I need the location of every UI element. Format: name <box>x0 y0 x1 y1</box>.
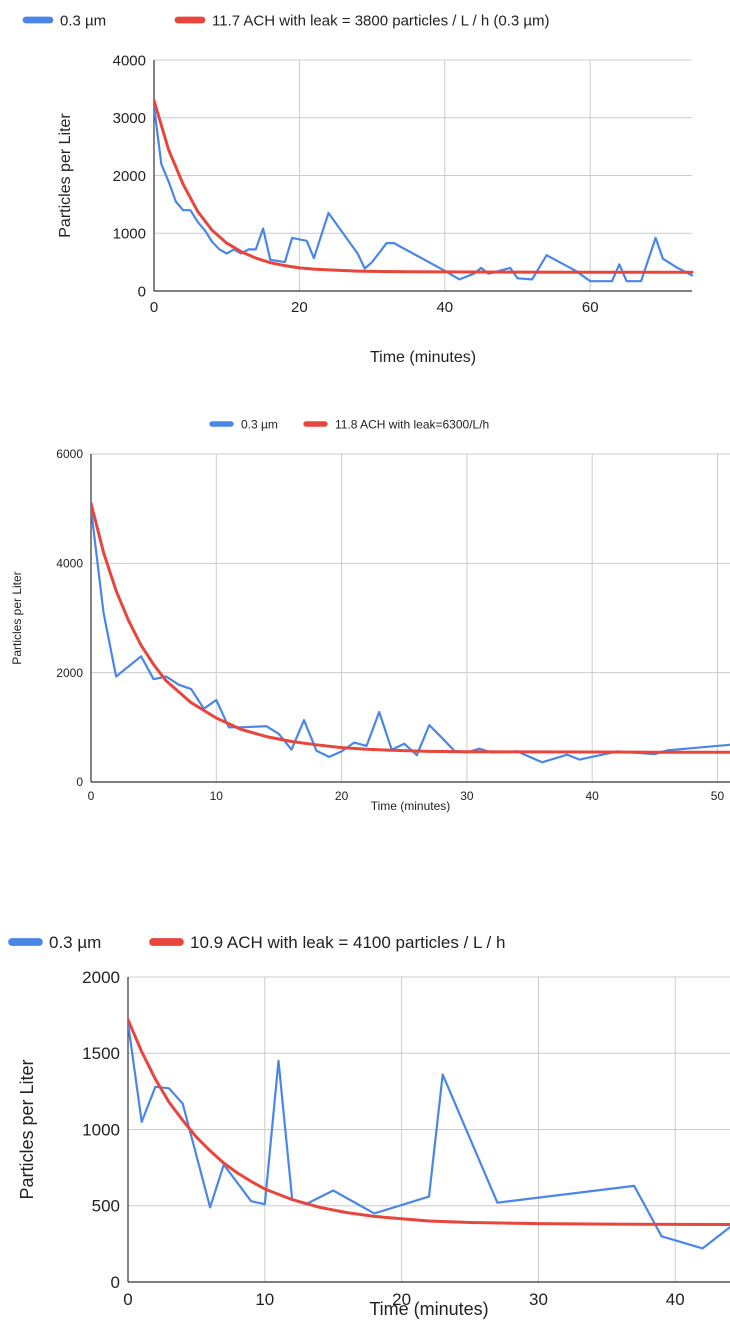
legend-label: 0.3 µm <box>60 12 106 29</box>
y-tick-label: 2000 <box>82 968 120 987</box>
x-tick-label: 20 <box>335 789 349 803</box>
x-tick-label: 50 <box>711 789 725 803</box>
x-tick-label: 10 <box>210 789 224 803</box>
y-tick-label: 6000 <box>56 447 83 461</box>
y-axis-title: Particles per Liter <box>17 1059 37 1199</box>
x-tick-label: 0 <box>88 789 95 803</box>
x-tick-label: 10 <box>255 1290 274 1309</box>
y-tick-label: 1000 <box>113 226 146 243</box>
x-tick-label: 20 <box>291 299 308 316</box>
x-tick-label: 30 <box>460 789 474 803</box>
y-axis-title: Particles per Liter <box>57 113 74 238</box>
x-axis-title: Time (minutes) <box>371 799 451 813</box>
y-tick-label: 3000 <box>113 110 146 127</box>
y-tick-label: 500 <box>92 1197 120 1216</box>
y-tick-label: 1000 <box>82 1120 120 1139</box>
chart-3: 0 500 1000 1500 2000 0 10 20 30 40 Time (minutes) P… <box>0 918 730 1322</box>
x-tick-label: 40 <box>585 789 599 803</box>
y-tick-label: 0 <box>138 283 146 300</box>
y-tick-label: 2000 <box>56 666 83 680</box>
x-axis-title: Time (minutes) <box>370 349 476 366</box>
x-tick-label: 40 <box>436 299 453 316</box>
series-line-measured <box>91 507 730 764</box>
series-line-fit <box>154 98 694 274</box>
x-tick-label: 0 <box>123 1290 132 1309</box>
chart-2: 0 2000 4000 6000 0 10 20 30 40 50 Time (minutes) Pa… <box>0 405 730 825</box>
series-line-measured <box>154 105 694 283</box>
legend-label: 0.3 µm <box>49 933 101 952</box>
y-tick-label: 0 <box>76 775 83 789</box>
x-tick-label: 0 <box>150 299 158 316</box>
chart-2-plot: 0 2000 4000 6000 0 10 20 30 40 50 Time (minutes) Pa… <box>10 417 730 813</box>
series-line-measured <box>128 1021 730 1250</box>
chart-1: 0 1000 2000 3000 4000 0 20 40 60 Time (minutes) Pa… <box>0 0 730 380</box>
x-tick-label: 20 <box>392 1290 411 1309</box>
x-tick-label: 60 <box>582 299 599 316</box>
x-tick-label: 40 <box>666 1290 685 1309</box>
y-axis-title: Particles per Liter <box>10 571 24 664</box>
x-axis-title: Time (minutes) <box>369 1299 488 1319</box>
y-tick-label: 1500 <box>82 1044 120 1063</box>
series-line-fit <box>91 501 730 754</box>
y-tick-label: 4000 <box>113 52 146 69</box>
y-tick-label: 4000 <box>56 557 83 571</box>
chart-1-plot: 0 1000 2000 3000 4000 0 20 40 60 Time (minutes) Pa… <box>22 12 694 366</box>
legend-label: 11.8 ACH with leak=6300/L/h <box>335 417 489 431</box>
y-tick-label: 0 <box>111 1273 120 1292</box>
chart-3-plot: 0 500 1000 1500 2000 0 10 20 30 40 Time (minutes) P… <box>8 933 730 1319</box>
series-line-fit <box>128 1018 730 1226</box>
legend-label: 10.9 ACH with leak = 4100 particles / L … <box>190 933 505 952</box>
legend-label: 11.7 ACH with leak = 3800 particles / L … <box>212 12 550 29</box>
legend-label: 0.3 µm <box>241 417 278 431</box>
y-tick-label: 2000 <box>113 168 146 185</box>
x-tick-label: 30 <box>529 1290 548 1309</box>
